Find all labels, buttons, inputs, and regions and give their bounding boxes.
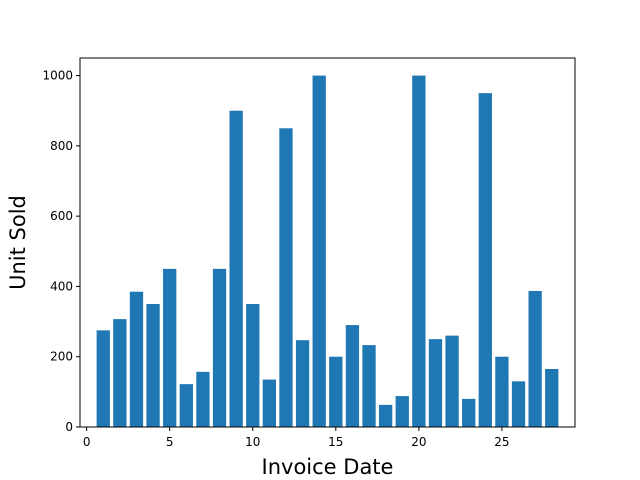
- bar: [462, 398, 476, 427]
- bar: [312, 75, 326, 428]
- y-tick-label: 800: [50, 139, 73, 153]
- bar: [445, 335, 459, 427]
- bar: [295, 340, 310, 427]
- bar: [412, 75, 426, 428]
- plot-frame: [79, 57, 576, 428]
- bar: [511, 381, 526, 427]
- y-tick-label: 1000: [42, 69, 73, 83]
- x-tick-label: 20: [411, 435, 426, 449]
- x-axis-ticks: 0 5 10 15 20 25: [83, 427, 510, 449]
- y-tick-label: 400: [50, 279, 73, 293]
- bar: [146, 304, 160, 427]
- y-axis-label: Unit Sold: [6, 195, 30, 290]
- bar: [395, 396, 409, 427]
- x-tick-label: 25: [494, 435, 509, 449]
- x-axis-label: Invoice Date: [262, 455, 394, 479]
- y-tick-label: 200: [50, 350, 73, 364]
- bar: [495, 356, 509, 427]
- bars-group: [96, 75, 559, 428]
- x-tick-label: 5: [166, 435, 174, 449]
- bar: [113, 319, 127, 427]
- x-tick-label: 15: [328, 435, 343, 449]
- y-tick-label: 600: [50, 209, 73, 223]
- bar: [345, 325, 360, 427]
- bar: [362, 345, 376, 427]
- y-tick-label: 0: [65, 420, 73, 434]
- bar: [212, 268, 227, 427]
- bar: [163, 268, 177, 427]
- bar: [229, 110, 243, 427]
- x-tick-label: 10: [245, 435, 260, 449]
- x-tick-label: 0: [83, 435, 91, 449]
- bar: [262, 379, 277, 427]
- bar: [528, 290, 542, 427]
- bar: [279, 128, 293, 428]
- bar: [96, 330, 110, 427]
- y-axis-ticks: 0 200 400 600 800 1000: [42, 69, 80, 434]
- bar: [246, 304, 260, 427]
- bar: [545, 369, 559, 427]
- bar: [428, 339, 443, 427]
- bar: [196, 371, 210, 427]
- bar: [179, 384, 193, 427]
- bar: [478, 93, 492, 428]
- bar: [378, 404, 393, 427]
- bar: [329, 356, 343, 427]
- bar: [129, 291, 144, 427]
